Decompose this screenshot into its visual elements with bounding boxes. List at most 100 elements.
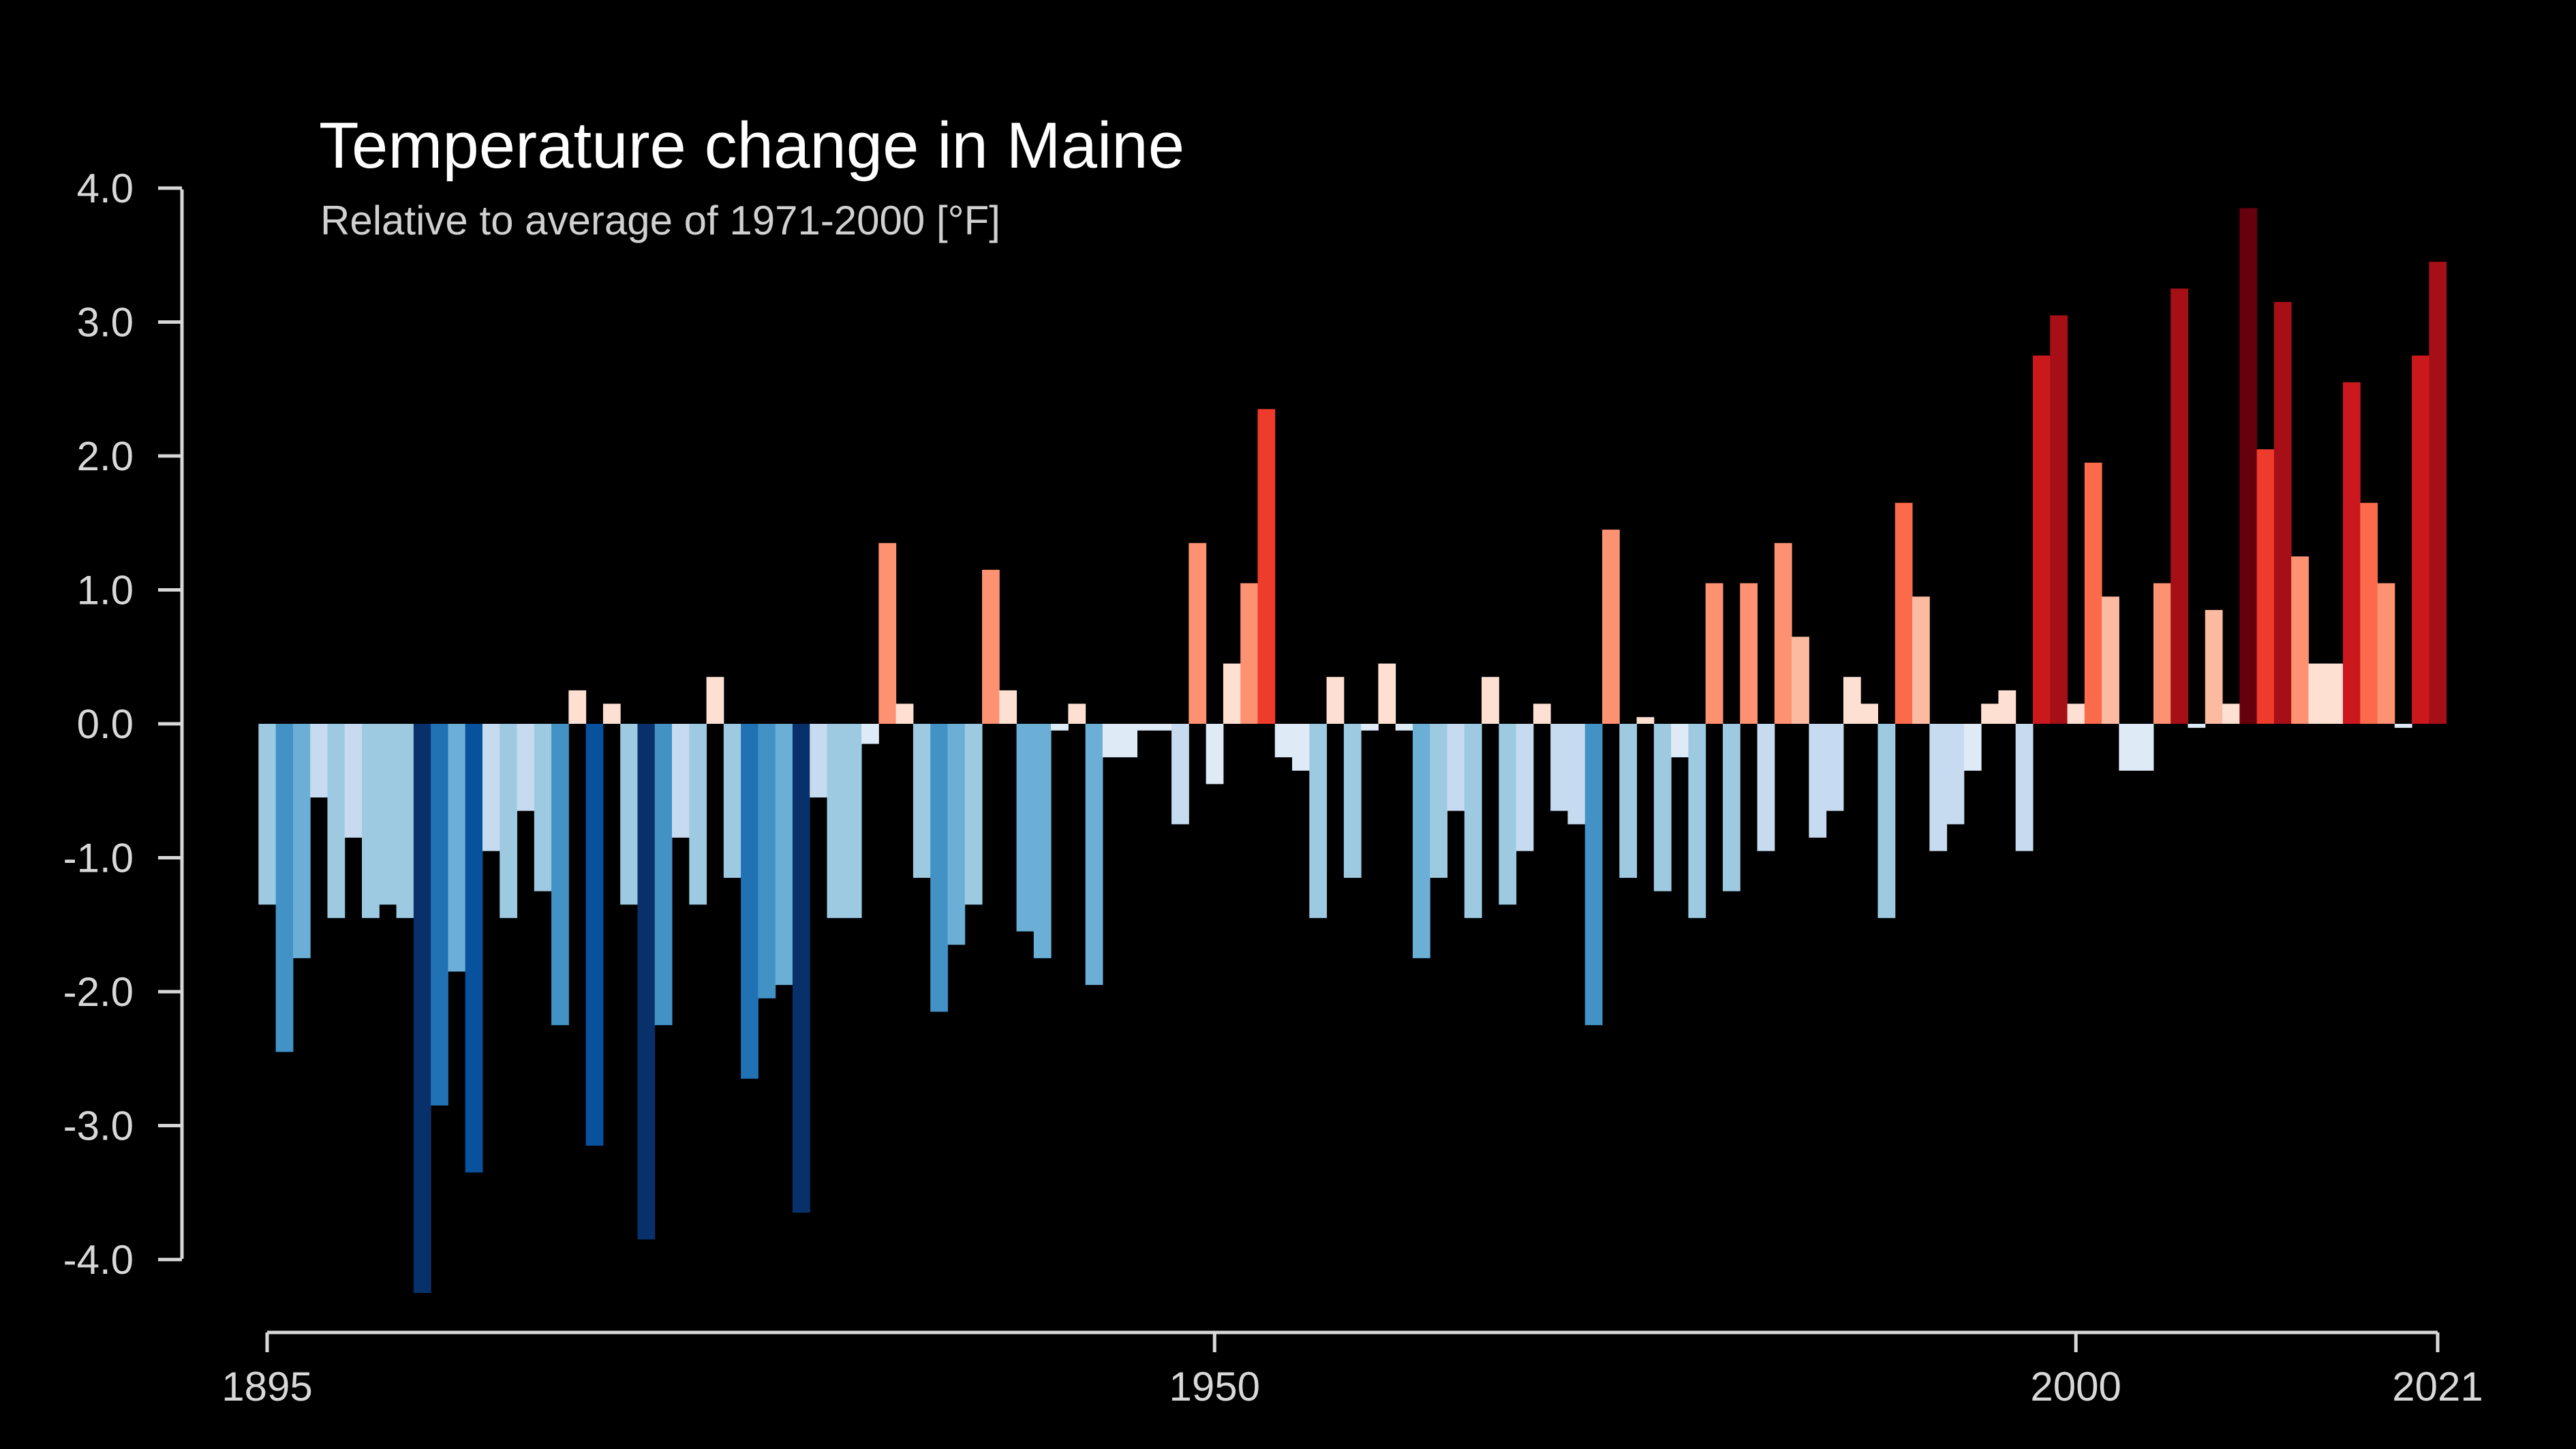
bar-2009 — [2222, 703, 2240, 724]
bar-1999 — [2050, 315, 2068, 724]
bar-2012 — [2273, 302, 2292, 724]
bar-1933 — [913, 724, 931, 878]
bar-1972 — [1584, 724, 1603, 1026]
bar-1930 — [861, 724, 879, 744]
bar-2008 — [2205, 609, 2223, 724]
bar-1917 — [637, 724, 656, 1240]
bar-1944 — [1102, 724, 1120, 758]
y-tick-label: 3.0 — [77, 300, 134, 346]
bar-1923 — [741, 724, 758, 1079]
bar-1963 — [1430, 724, 1448, 878]
bar-1987 — [1843, 677, 1861, 724]
bar-1899 — [327, 724, 346, 918]
bar-1968 — [1516, 724, 1534, 851]
bar-2020 — [2412, 355, 2429, 724]
bar-2017 — [2360, 502, 2378, 724]
x-tick-label: 1950 — [1169, 1364, 1260, 1409]
bar-1959 — [1361, 724, 1379, 731]
bar-1915 — [602, 703, 621, 724]
bar-1926 — [792, 724, 810, 1213]
bar-1919 — [672, 724, 690, 838]
bar-1904 — [413, 724, 431, 1294]
bar-2010 — [2239, 208, 2258, 724]
bar-2005 — [2153, 583, 2171, 724]
bar-1903 — [396, 724, 414, 918]
bar-1967 — [1499, 724, 1517, 905]
bar-1965 — [1464, 724, 1482, 918]
y-tick-label: 1.0 — [77, 568, 134, 613]
y-tick-label: 0.0 — [77, 701, 134, 747]
bar-2006 — [2171, 288, 2188, 724]
bar-1964 — [1447, 724, 1465, 811]
y-tick-label: -2.0 — [63, 969, 134, 1015]
x-axis-ticks: 1895 1950 2000 2021 — [221, 1332, 2483, 1409]
bar-1897 — [292, 724, 311, 958]
bar-1973 — [1602, 530, 1620, 724]
bar-1983 — [1774, 543, 1792, 724]
bar-1934 — [930, 724, 948, 1012]
bar-2004 — [2136, 724, 2154, 771]
y-tick-label: -1.0 — [63, 836, 134, 881]
bar-1961 — [1395, 724, 1413, 731]
bar-1940 — [1033, 724, 1052, 958]
bar-1908 — [482, 724, 500, 851]
bar-1991 — [1912, 596, 1930, 724]
bar-1970 — [1550, 724, 1568, 811]
bar-1929 — [844, 724, 862, 918]
bar-1962 — [1412, 724, 1430, 958]
bar-1977 — [1671, 724, 1689, 758]
bar-1937 — [982, 570, 1000, 724]
bar-2021 — [2429, 262, 2447, 724]
bar-1909 — [500, 724, 518, 918]
y-axis-ticks: 4.0 3.0 2.0 1.0 0.0 -1.0 -2.0 -3.0 -4.0 — [63, 166, 182, 1283]
bar-2013 — [2291, 556, 2309, 724]
bar-2011 — [2256, 449, 2275, 724]
bar-1913 — [568, 690, 587, 724]
bar-2016 — [2342, 382, 2361, 724]
bar-1905 — [431, 724, 448, 1106]
bar-1984 — [1792, 637, 1809, 724]
bar-1955 — [1292, 724, 1310, 771]
bar-1992 — [1929, 724, 1948, 851]
bar-1994 — [1963, 724, 1982, 771]
bar-1995 — [1981, 703, 1999, 724]
bar-1976 — [1653, 724, 1672, 891]
bar-1990 — [1895, 502, 1913, 724]
bar-1975 — [1636, 717, 1655, 724]
bar-1912 — [551, 724, 569, 1026]
bar-1979 — [1705, 583, 1723, 724]
bar-1986 — [1826, 724, 1844, 811]
bar-1936 — [964, 724, 983, 905]
bars-group — [258, 208, 2447, 1294]
bar-1960 — [1378, 663, 1396, 724]
bar-1924 — [758, 724, 776, 998]
bar-1896 — [275, 724, 294, 1052]
bar-1978 — [1688, 724, 1706, 918]
bar-1920 — [689, 724, 707, 905]
y-tick-label: 2.0 — [77, 433, 134, 479]
bar-1921 — [706, 677, 724, 724]
bar-2014 — [2308, 663, 2327, 724]
bar-1966 — [1482, 677, 1499, 724]
bar-1951 — [1223, 663, 1241, 724]
bar-1949 — [1189, 543, 1207, 724]
bar-1985 — [1809, 724, 1827, 838]
y-tick-label: 4.0 — [77, 166, 134, 211]
bar-1993 — [1946, 724, 1965, 825]
bar-1956 — [1309, 724, 1328, 918]
bar-2007 — [2188, 724, 2206, 728]
bar-1982 — [1757, 724, 1775, 851]
bar-1948 — [1171, 724, 1189, 825]
bar-2015 — [2325, 663, 2344, 724]
bar-1953 — [1257, 409, 1276, 724]
bar-1918 — [654, 724, 673, 1026]
bar-1958 — [1343, 724, 1362, 878]
bar-2001 — [2084, 462, 2102, 724]
bar-1941 — [1051, 724, 1069, 731]
bar-1927 — [810, 724, 828, 798]
bar-1988 — [1860, 703, 1878, 724]
chart-title: Temperature change in Maine — [319, 109, 1184, 182]
bar-1910 — [517, 724, 535, 811]
x-tick-label: 1895 — [221, 1364, 312, 1409]
